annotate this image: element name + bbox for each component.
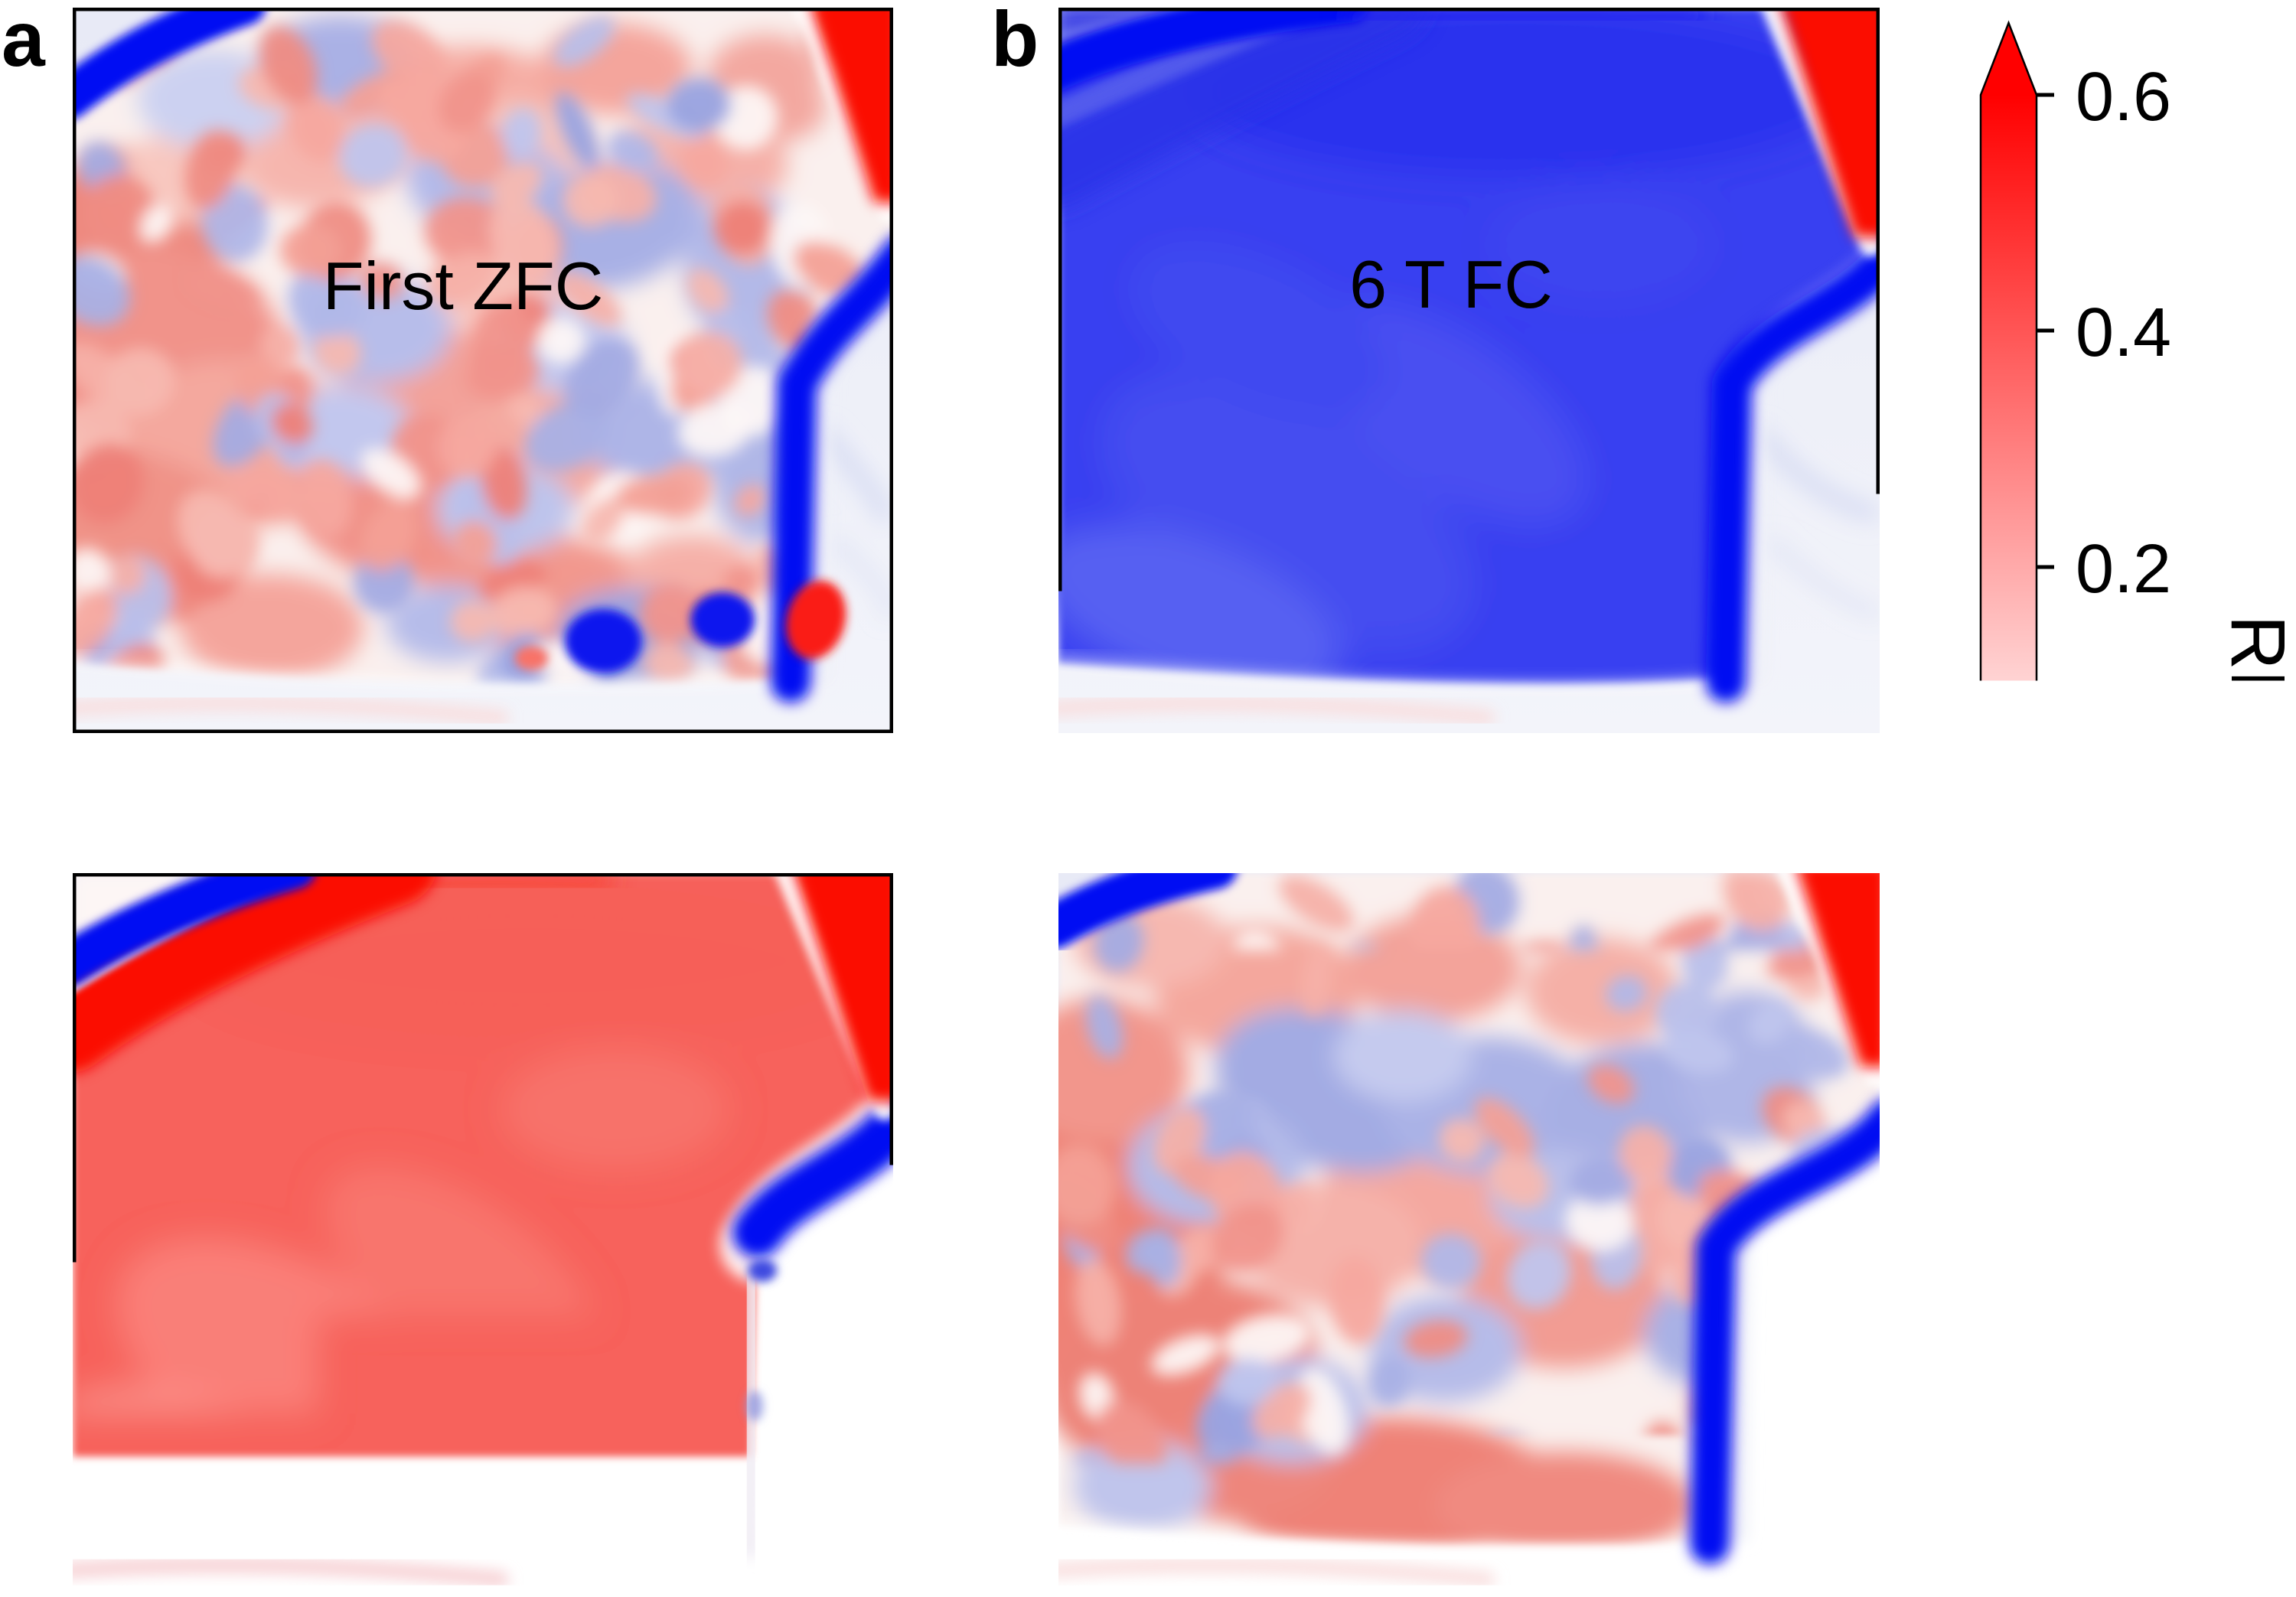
svg-text:0.0: 0.0 <box>2076 767 2171 843</box>
svg-text:0.4: 0.4 <box>2076 295 2171 371</box>
svg-text:a: a <box>2 0 46 83</box>
svg-text:Second ZFC: Second ZFC <box>1251 1130 1629 1206</box>
svg-text:–6 T FC: –6 T FC <box>341 1129 582 1205</box>
svg-text:6 T FC: 6 T FC <box>1349 246 1553 322</box>
svg-text:b: b <box>991 0 1039 83</box>
svg-text:−0.4: −0.4 <box>2076 1239 2212 1315</box>
svg-text:0.2: 0.2 <box>2076 531 2171 608</box>
svg-text:−0.2: −0.2 <box>2076 1002 2212 1079</box>
svg-text:RMCD (%): RMCD (%) <box>2215 614 2296 984</box>
svg-text:c: c <box>3 872 47 959</box>
svg-text:0.6: 0.6 <box>2076 59 2171 135</box>
svg-text:5 μm: 5 μm <box>1671 1446 1825 1523</box>
svg-text:d: d <box>991 872 1039 960</box>
svg-text:First ZFC: First ZFC <box>323 248 604 324</box>
svg-text:−0.6: −0.6 <box>2076 1475 2212 1551</box>
